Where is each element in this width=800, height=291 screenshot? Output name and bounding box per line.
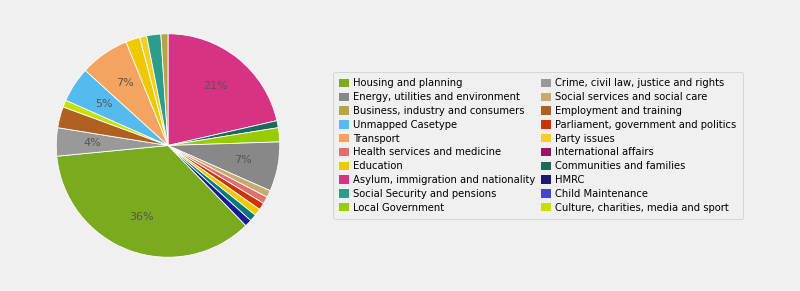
Wedge shape xyxy=(168,34,277,146)
Wedge shape xyxy=(58,107,168,146)
Wedge shape xyxy=(126,38,168,146)
Text: 7%: 7% xyxy=(234,155,251,165)
Text: 7%: 7% xyxy=(116,78,134,88)
Wedge shape xyxy=(140,36,168,146)
Wedge shape xyxy=(86,42,168,146)
Wedge shape xyxy=(168,142,280,191)
Wedge shape xyxy=(63,100,168,146)
Wedge shape xyxy=(161,34,168,146)
Wedge shape xyxy=(168,146,267,203)
Wedge shape xyxy=(57,146,246,257)
Legend: Housing and planning, Energy, utilities and environment, Business, industry and : Housing and planning, Energy, utilities … xyxy=(333,72,742,219)
Wedge shape xyxy=(168,146,263,210)
Text: 4%: 4% xyxy=(83,138,101,148)
Wedge shape xyxy=(168,146,270,197)
Wedge shape xyxy=(168,146,250,226)
Wedge shape xyxy=(56,128,168,156)
Wedge shape xyxy=(168,146,255,221)
Wedge shape xyxy=(168,121,278,146)
Wedge shape xyxy=(146,34,168,146)
Wedge shape xyxy=(66,70,168,146)
Text: 21%: 21% xyxy=(203,81,228,91)
Text: 5%: 5% xyxy=(95,99,113,109)
Wedge shape xyxy=(168,128,280,146)
Text: 36%: 36% xyxy=(130,212,154,222)
Wedge shape xyxy=(168,146,260,215)
